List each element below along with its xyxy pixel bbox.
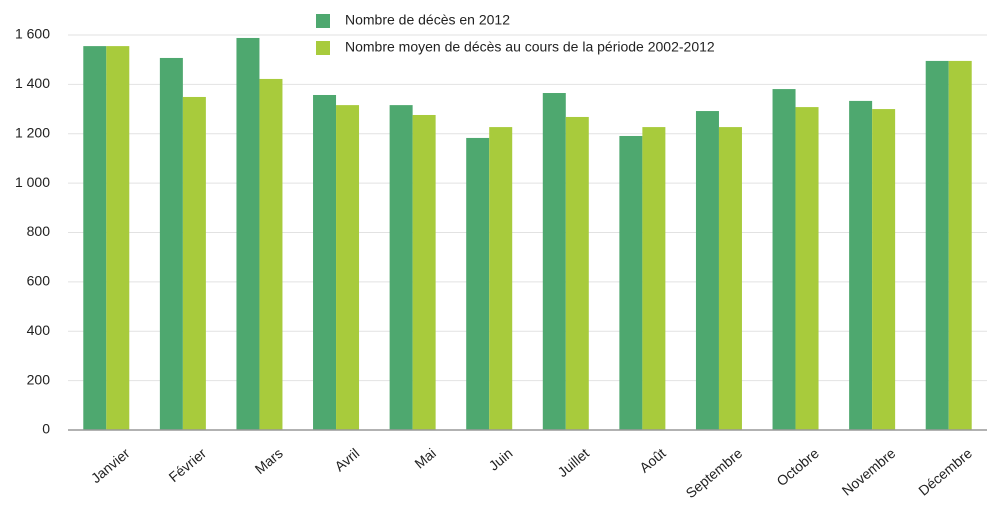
bar	[412, 114, 436, 431]
legend-swatch	[316, 14, 330, 28]
bar	[718, 127, 742, 430]
bar	[849, 100, 873, 431]
bar	[83, 46, 107, 430]
bar	[872, 109, 896, 430]
bar	[948, 60, 972, 430]
bar	[313, 94, 337, 430]
y-tick-label: 200	[27, 371, 51, 387]
x-tick-label: Juin	[486, 445, 516, 474]
y-tick-label: 800	[27, 223, 51, 239]
bar	[236, 37, 260, 431]
bar	[695, 111, 719, 430]
y-tick-label: 0	[42, 421, 50, 437]
x-tick-label: Avril	[331, 445, 362, 475]
y-tick-label: 600	[27, 273, 51, 289]
legend-swatch	[316, 41, 330, 55]
x-tick-label: Novembre	[839, 445, 899, 499]
x-tick-label: Septembre	[683, 445, 746, 501]
x-tick-label: Décembre	[915, 445, 975, 499]
bar	[106, 46, 130, 430]
y-tick-label: 1 000	[15, 174, 50, 190]
y-tick-label: 1 400	[15, 75, 50, 91]
x-tick-label: Mars	[252, 445, 286, 477]
bar	[336, 105, 360, 431]
bar	[489, 127, 513, 430]
bar	[795, 107, 819, 431]
bar	[642, 127, 666, 430]
x-tick-label: Janvier	[88, 445, 133, 486]
bar	[466, 137, 490, 430]
x-tick-label: Juillet	[554, 445, 592, 480]
bar	[542, 93, 566, 430]
bar	[259, 78, 283, 430]
bar	[772, 89, 796, 431]
bar	[565, 116, 589, 431]
bar	[925, 60, 949, 430]
bar	[182, 96, 206, 430]
x-tick-label: Août	[636, 445, 668, 476]
x-tick-label: Mai	[411, 445, 439, 472]
y-tick-label: 1 600	[15, 26, 50, 42]
y-tick-label: 1 200	[15, 124, 50, 140]
legend-label: Nombre moyen de décès au cours de la pér…	[345, 39, 715, 55]
bar	[619, 135, 643, 431]
x-tick-label: Février	[166, 445, 210, 485]
bar	[159, 57, 183, 430]
y-tick-label: 400	[27, 322, 51, 338]
bar	[389, 105, 413, 431]
x-tick-label: Octobre	[773, 445, 822, 489]
legend-label: Nombre de décès en 2012	[345, 12, 510, 28]
